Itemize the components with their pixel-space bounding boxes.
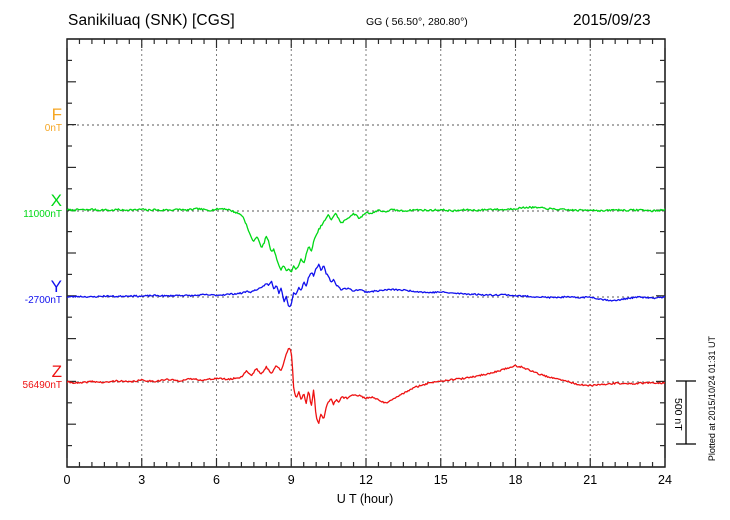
x-axis-title: U T (hour) [336,492,394,506]
component-value-y: -2700nT [24,295,62,306]
component-letter-f: F [51,105,62,124]
x-tick-label-15: 15 [433,473,448,487]
trace-y [67,263,665,308]
component-letter-y: Y [50,277,62,296]
component-label-y: Y -2700nT [2,278,62,306]
geographic-coordinates: GG ( 56.50°, 280.80°) [366,16,468,28]
station-title: Sanikiluaq (SNK) [CGS] [68,12,235,29]
component-label-f: F 0nT [2,106,62,134]
scale-bar [676,380,696,445]
x-tick-label-21: 21 [583,473,598,487]
component-value-f: 0nT [44,123,62,134]
component-value-z: 56490nT [22,380,62,391]
x-tick-label-12: 12 [359,473,373,487]
data-traces [67,205,665,425]
component-label-z: Z 56490nT [2,363,62,391]
x-tick-label-18: 18 [508,473,523,487]
component-letter-z: Z [51,362,62,381]
plot-date: 2015/09/23 [573,12,651,29]
component-letter-x: X [50,191,62,210]
vertical-gridlines [141,39,591,467]
trace-x [67,205,665,273]
scale-bar-label: 500 nT [672,398,684,431]
axis-ticks [66,39,666,467]
component-baselines [67,124,665,383]
x-tick-label-9: 9 [287,473,295,487]
component-label-x: X 11000nT [2,192,62,220]
x-tick-label-0: 0 [63,473,71,487]
trace-z [67,347,665,425]
component-value-x: 11000nT [23,209,62,220]
x-tick-label-3: 3 [138,473,146,487]
plotted-timestamp: Plotted at 2015/10/24 01:31 UT [707,336,717,462]
plot-frame [66,38,666,468]
x-tick-label-24: 24 [658,473,672,487]
x-tick-label-6: 6 [213,473,220,487]
